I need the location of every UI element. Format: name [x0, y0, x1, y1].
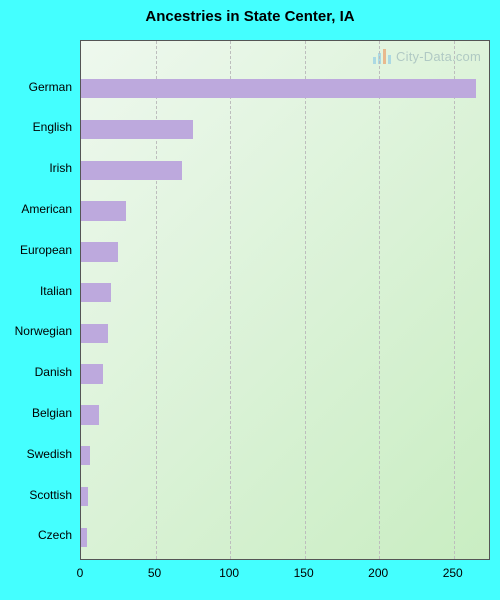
- y-tick-label: Italian: [0, 282, 72, 301]
- bar: [81, 446, 90, 465]
- y-tick-label: Danish: [0, 363, 72, 382]
- grid-line: [230, 41, 231, 559]
- watermark: City-Data.com: [372, 47, 481, 65]
- bar: [81, 120, 193, 139]
- x-tick-label: 50: [148, 566, 161, 580]
- y-tick-label: Norwegian: [0, 322, 72, 341]
- bar: [81, 487, 88, 506]
- x-tick-label: 100: [219, 566, 239, 580]
- watermark-chart-icon: [372, 47, 392, 65]
- y-tick-label: English: [0, 118, 72, 137]
- y-tick-label: Swedish: [0, 445, 72, 464]
- grid-line: [454, 41, 455, 559]
- bar: [81, 79, 476, 98]
- y-tick-label: European: [0, 241, 72, 260]
- bar: [81, 283, 111, 302]
- y-tick-label: Belgian: [0, 404, 72, 423]
- plot-area: City-Data.com: [80, 40, 490, 560]
- y-tick-label: German: [0, 78, 72, 97]
- x-tick-label: 0: [77, 566, 84, 580]
- x-tick-label: 250: [443, 566, 463, 580]
- x-tick-label: 200: [368, 566, 388, 580]
- y-tick-label: American: [0, 200, 72, 219]
- watermark-text: City-Data.com: [396, 49, 481, 64]
- grid-line: [379, 41, 380, 559]
- bar: [81, 161, 182, 180]
- plot-background: [81, 41, 489, 559]
- y-tick-label: Scottish: [0, 486, 72, 505]
- bar: [81, 364, 103, 383]
- chart-page: Ancestries in State Center, IA City-Data…: [0, 0, 500, 600]
- x-tick-label: 150: [294, 566, 314, 580]
- grid-line: [156, 41, 157, 559]
- y-tick-label: Irish: [0, 159, 72, 178]
- chart-title: Ancestries in State Center, IA: [0, 8, 500, 25]
- bar: [81, 201, 126, 220]
- bar: [81, 528, 87, 547]
- grid-line: [305, 41, 306, 559]
- bar: [81, 405, 99, 424]
- y-tick-label: Czech: [0, 526, 72, 545]
- bar: [81, 324, 108, 343]
- bar: [81, 242, 118, 261]
